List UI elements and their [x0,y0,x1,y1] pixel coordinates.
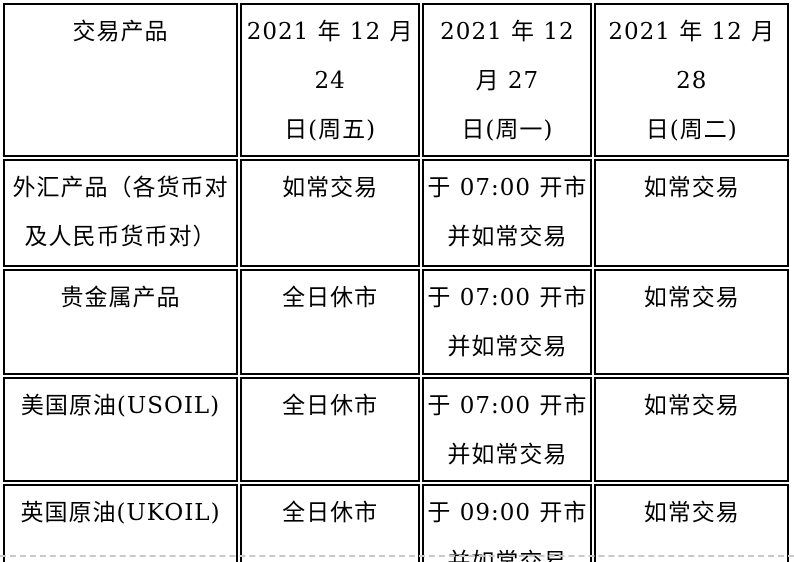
cell-metals-dec28: 如常交易 [594,269,789,375]
cell-usoil-dec28: 如常交易 [594,377,789,482]
header-cell-date-dec28: 2021 年 12 月 28 日(周二) [594,3,789,157]
page-bottom-dashed-divider [0,555,794,557]
table-row-ukoil: 英国原油(UKOIL) 全日休市 于 09:00 开市 并如常交易 如常交易 [3,484,789,562]
table-row-forex: 外汇产品（各货币对 及人民币货币对） 如常交易 于 07:00 开市 并如常交易… [3,159,789,267]
table-row-metals: 贵金属产品 全日休市 于 07:00 开市 并如常交易 如常交易 [3,269,789,375]
cell-forex-product: 外汇产品（各货币对 及人民币货币对） [3,159,238,267]
cell-ukoil-product: 英国原油(UKOIL) [3,484,238,562]
header-row: 交易产品 2021 年 12 月 24 日(周五) 2021 年 12 月 27… [3,3,789,157]
cell-forex-dec24: 如常交易 [240,159,421,267]
cell-metals-dec24: 全日休市 [240,269,421,375]
header-cell-date-dec27: 2021 年 12 月 27 日(周一) [422,3,593,157]
cell-usoil-dec24: 全日休市 [240,377,421,482]
header-cell-date-dec24: 2021 年 12 月 24 日(周五) [240,3,421,157]
cell-ukoil-dec27: 于 09:00 开市 并如常交易 [422,484,593,562]
cell-usoil-product: 美国原油(USOIL) [3,377,238,482]
cell-ukoil-dec28: 如常交易 [594,484,789,562]
cell-metals-dec27: 于 07:00 开市 并如常交易 [422,269,593,375]
cell-usoil-dec27: 于 07:00 开市 并如常交易 [422,377,593,482]
cell-forex-dec27: 于 07:00 开市 并如常交易 [422,159,593,267]
table-row-usoil: 美国原油(USOIL) 全日休市 于 07:00 开市 并如常交易 如常交易 [3,377,789,482]
cell-metals-product: 贵金属产品 [3,269,238,375]
cell-forex-dec28: 如常交易 [594,159,789,267]
header-cell-product: 交易产品 [3,3,238,157]
cell-ukoil-dec24: 全日休市 [240,484,421,562]
